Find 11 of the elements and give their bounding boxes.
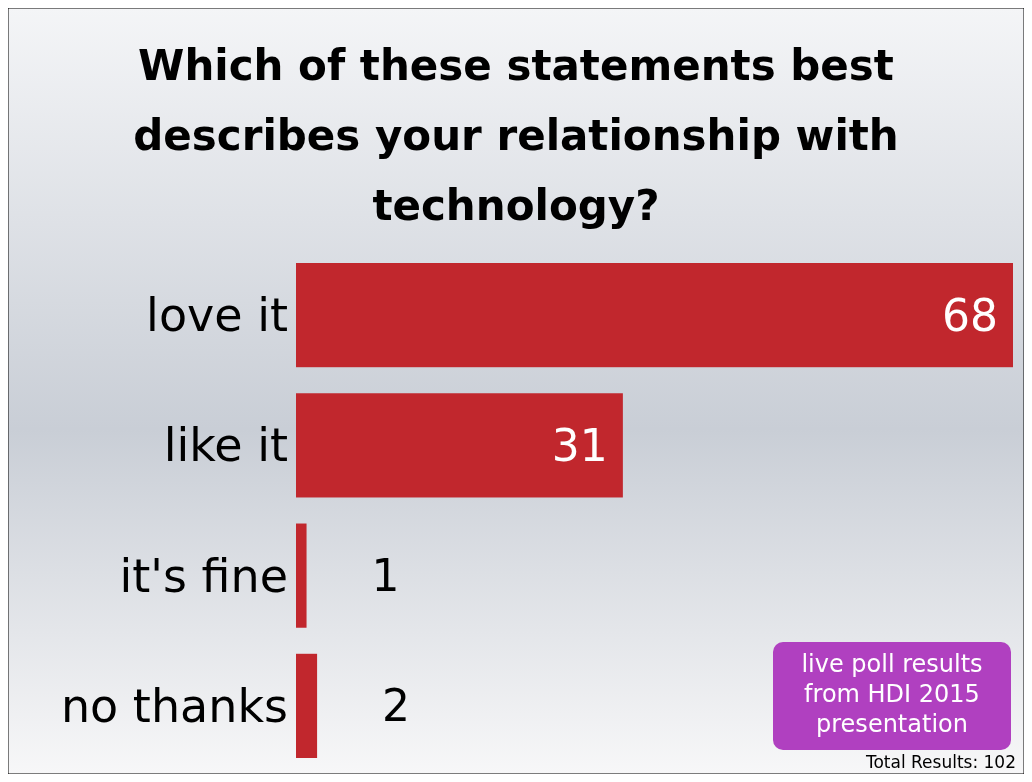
data-label: 68 [942,289,998,341]
y-tick-label: love it [146,288,288,343]
data-label: 31 [551,419,608,471]
annotation: live poll results from HDI 2015 presentation [801,650,983,738]
data-label: 2 [382,680,411,732]
data-label: 1 [371,550,400,602]
annotation: Total Results: 102 [864,752,1016,772]
chart-title: Which of these statements best describes your relationship with technology? [133,41,899,230]
y-tick-label: like it [163,418,288,473]
y-tick-label: no thanks [60,678,288,733]
y-tick-label: it's fine [119,548,288,603]
